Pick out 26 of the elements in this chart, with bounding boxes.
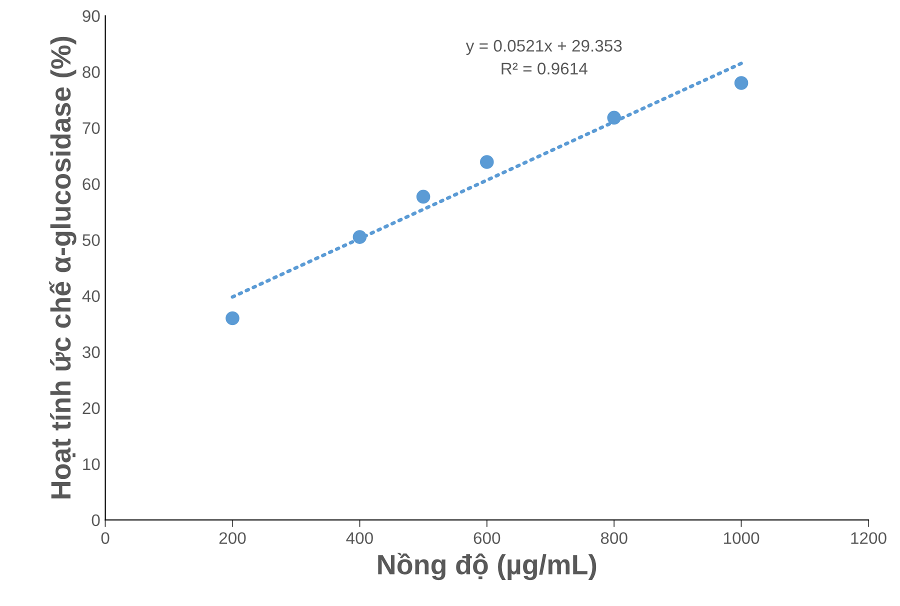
x-tick-label: 800 [600, 532, 628, 544]
point [607, 110, 622, 125]
x-tick-label: 0 [101, 532, 110, 544]
x-tick-label: 400 [346, 532, 373, 544]
point [416, 190, 430, 204]
x-tick-label: 1200 [851, 532, 886, 544]
y-tick-label: 0 [92, 514, 100, 526]
y-axis-title: Hoạt tính ức chế α-glucosidase (%) [49, 36, 76, 498]
y-tick-label: 10 [83, 458, 100, 470]
x-tick-label: 1000 [724, 532, 760, 544]
y-tick-label: 60 [82, 178, 100, 190]
y-tick-label: 30 [82, 346, 100, 358]
x-axis-title: Nồng độ (µg/mL) [378, 552, 596, 580]
point [226, 311, 240, 326]
x-tick-label: 200 [219, 532, 246, 544]
y-tick-label: 90 [82, 10, 100, 22]
annotation: y = 0.0521x + 29.353 R² = 0.9614 [466, 40, 622, 74]
y-tick-label: 80 [82, 66, 100, 78]
point [734, 76, 748, 90]
y-tick-label: 20 [82, 402, 100, 414]
x-tick-label: 600 [474, 532, 500, 544]
y-tick-label: 40 [82, 290, 100, 302]
y-tick-label: 50 [82, 234, 100, 246]
y-tick-label: 70 [82, 122, 100, 134]
point [480, 155, 494, 169]
point [352, 230, 367, 244]
